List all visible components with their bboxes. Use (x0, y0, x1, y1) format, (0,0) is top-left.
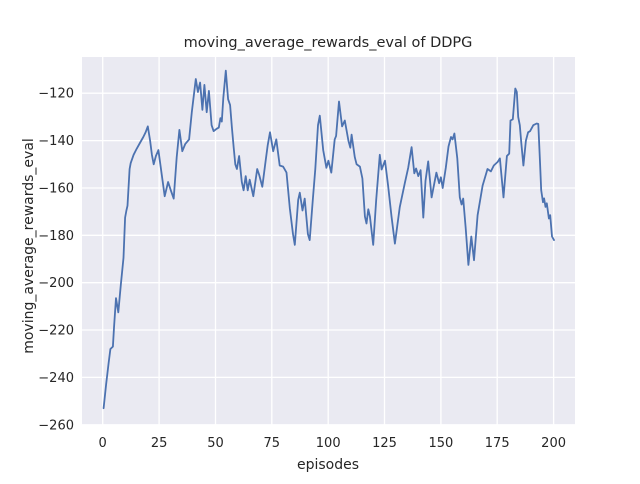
reward-line (102, 69, 555, 410)
x-tick-label: 125 (372, 436, 397, 451)
y-tick-label: −220 (38, 324, 74, 339)
gridlines (82, 57, 575, 426)
y-tick-label: −180 (38, 229, 74, 244)
series-lines (102, 69, 555, 410)
y-tick-label: −240 (38, 371, 74, 386)
y-tick-label: −200 (38, 276, 74, 291)
x-axis-label: episodes (297, 457, 359, 473)
x-tick-label: 175 (485, 436, 510, 451)
x-tick-label: 50 (207, 436, 224, 451)
x-tick-label: 200 (541, 436, 566, 451)
x-tick-labels: 0 25 50 75 100 125 150 175 200 (99, 436, 566, 451)
chart-title: moving_average_rewards_eval of DDPG (184, 35, 473, 51)
y-tick-label: −260 (38, 418, 74, 433)
y-tick-label: −160 (38, 182, 74, 197)
y-tick-label: −120 (38, 87, 74, 102)
x-tick-label: 0 (99, 436, 107, 451)
y-axis-label: moving_average_rewards_eval (21, 138, 37, 354)
y-tick-label: −140 (38, 134, 74, 149)
x-tick-label: 75 (264, 436, 281, 451)
x-tick-label: 150 (428, 436, 453, 451)
x-tick-label: 25 (151, 436, 168, 451)
x-tick-label: 100 (316, 436, 341, 451)
y-tick-labels: −260 −240 −220 −200 −180 −160 −140 −120 (38, 87, 74, 434)
